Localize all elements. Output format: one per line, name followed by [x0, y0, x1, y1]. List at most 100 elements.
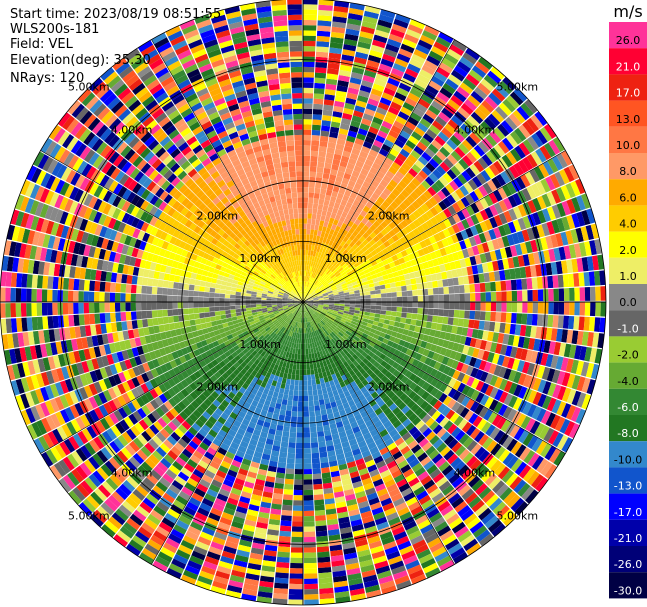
velocity-gate [488, 92, 502, 106]
velocity-gate [442, 255, 450, 264]
velocity-gate [338, 187, 346, 195]
velocity-gate [315, 51, 329, 58]
velocity-gate [392, 271, 399, 278]
velocity-gate [460, 196, 471, 208]
velocity-gate [323, 306, 329, 309]
velocity-gate [499, 270, 506, 281]
velocity-gate [297, 411, 303, 417]
velocity-gate [411, 284, 418, 291]
velocity-gate [424, 147, 436, 158]
velocity-gate [351, 115, 362, 123]
velocity-gate [446, 270, 453, 279]
velocity-gate [499, 247, 508, 259]
velocity-gate [338, 276, 344, 281]
velocity-gate [578, 242, 587, 257]
velocity-gate [332, 288, 338, 293]
velocity-gate [317, 20, 332, 27]
velocity-gate [465, 47, 481, 61]
velocity-gate [580, 361, 590, 377]
velocity-gate [322, 309, 328, 313]
velocity-gate [446, 48, 462, 61]
velocity-gate [321, 288, 327, 293]
velocity-gate [349, 299, 356, 302]
velocity-gate [435, 36, 451, 49]
velocity-gate [314, 224, 319, 231]
velocity-gate [339, 320, 345, 326]
velocity-gate [325, 227, 331, 234]
velocity-gate [432, 315, 439, 323]
velocity-gate [303, 228, 307, 235]
velocity-gate [303, 202, 308, 209]
velocity-gate [443, 302, 450, 310]
velocity-gate [412, 295, 418, 302]
velocity-gate [474, 283, 481, 293]
velocity-gate [565, 183, 576, 198]
velocity-gate [354, 307, 361, 311]
velocity-gate [334, 0, 350, 8]
velocity-gate [303, 197, 309, 203]
velocity-gate [294, 353, 298, 360]
velocity-gate [419, 326, 426, 334]
velocity-gate [298, 390, 303, 397]
velocity-gate [348, 125, 359, 133]
velocity-gate [366, 252, 373, 260]
velocity-gate [347, 180, 356, 188]
velocity-gate [296, 437, 303, 444]
velocity-gate [366, 262, 373, 269]
velocity-gate [303, 9, 318, 16]
velocity-gate [489, 204, 499, 217]
velocity-gate [303, 468, 313, 475]
velocity-gate [327, 278, 333, 284]
velocity-gate [364, 108, 376, 117]
velocity-gate [470, 214, 480, 225]
velocity-gate [307, 297, 313, 301]
velocity-gate [581, 209, 591, 226]
velocity-gate [416, 225, 425, 234]
velocity-gate [447, 205, 457, 216]
velocity-gate [318, 393, 324, 400]
velocity-gate [406, 194, 416, 204]
velocity-gate [561, 200, 571, 216]
velocity-gate [531, 133, 544, 148]
velocity-gate [322, 173, 330, 180]
velocity-gate [307, 298, 313, 301]
velocity-gate [357, 41, 371, 50]
velocity-gate [312, 261, 316, 268]
velocity-gate [443, 309, 450, 317]
velocity-gate [358, 228, 366, 236]
velocity-gate [327, 308, 334, 312]
velocity-gate [325, 157, 333, 164]
velocity-gate [491, 109, 505, 123]
velocity-gate [313, 483, 323, 490]
velocity-gate [303, 531, 316, 538]
velocity-gate [386, 38, 402, 48]
velocity-gate [589, 302, 596, 317]
velocity-gate [413, 187, 423, 197]
velocity-gate [349, 265, 356, 271]
velocity-gate [455, 188, 465, 199]
velocity-gate [344, 302, 351, 305]
velocity-gate [329, 252, 335, 259]
velocity-gate [412, 107, 425, 118]
velocity-gate [325, 152, 334, 159]
velocity-gate [559, 169, 570, 185]
velocity-gate [362, 163, 372, 172]
velocity-gate [541, 366, 551, 381]
velocity-gate [459, 185, 470, 197]
velocity-gate [306, 223, 311, 230]
velocity-gate [402, 354, 411, 362]
velocity-gate [318, 305, 324, 308]
velocity-gate [505, 345, 513, 357]
velocity-gate [474, 223, 484, 234]
velocity-gate [322, 392, 329, 400]
velocity-gate [411, 313, 418, 320]
velocity-gate [469, 302, 476, 311]
velocity-gate [316, 308, 323, 312]
velocity-gate [393, 349, 401, 357]
velocity-gate [404, 33, 419, 44]
velocity-gate [405, 335, 413, 343]
velocity-gate [313, 368, 319, 375]
velocity-gate [382, 174, 392, 184]
velocity-gate [510, 279, 517, 291]
velocity-gate [427, 308, 434, 316]
